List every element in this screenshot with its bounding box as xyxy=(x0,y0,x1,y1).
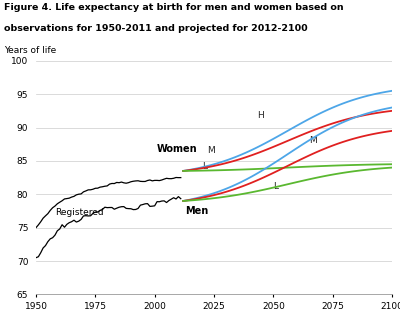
Text: M: M xyxy=(207,147,215,156)
Text: Figure 4. Life expectancy at birth for men and women based on: Figure 4. Life expectancy at birth for m… xyxy=(4,3,344,12)
Text: observations for 1950-2011 and projected for 2012-2100: observations for 1950-2011 and projected… xyxy=(4,24,308,33)
Text: Years of life: Years of life xyxy=(4,46,56,55)
Text: L: L xyxy=(273,182,278,191)
Text: M: M xyxy=(309,136,317,145)
Text: H: H xyxy=(257,111,264,120)
Text: Men: Men xyxy=(186,206,209,216)
Text: Registered: Registered xyxy=(55,208,104,218)
Text: L: L xyxy=(202,163,207,172)
Text: Women: Women xyxy=(157,144,198,154)
